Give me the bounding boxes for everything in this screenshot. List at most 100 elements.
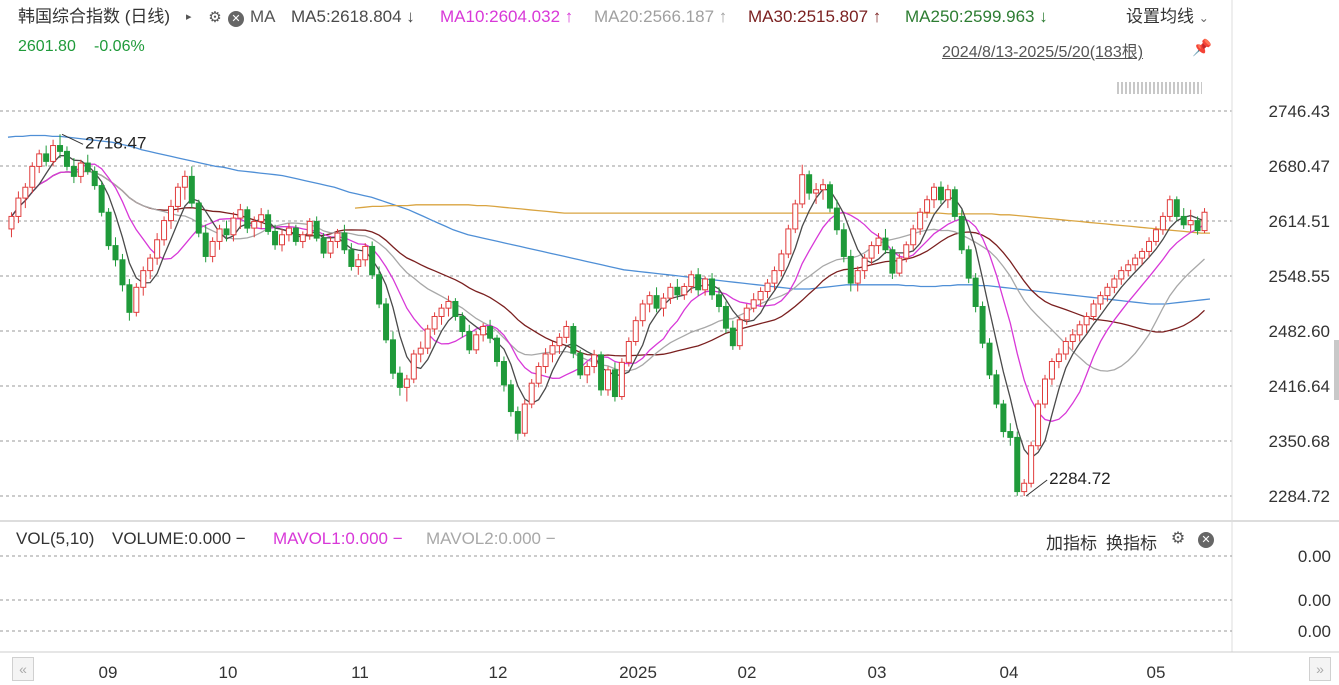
candle-up (903, 244, 910, 259)
candle-down (1007, 431, 1014, 438)
candle-down (986, 342, 993, 376)
candle-down (979, 305, 986, 344)
candle-down (383, 303, 390, 341)
candle-up (1111, 278, 1118, 288)
ma-close-icon[interactable]: ✕ (228, 6, 244, 28)
candle-up (618, 361, 625, 398)
candle-down (494, 337, 501, 363)
candle-up (792, 203, 799, 230)
candle-up (237, 209, 244, 219)
candle-up (591, 354, 598, 368)
candle-up (480, 325, 487, 336)
candle-up (417, 347, 424, 355)
candle-down (958, 215, 965, 251)
candle-down (98, 185, 105, 213)
candle-up (660, 297, 667, 309)
x-tick-label: 10 (219, 663, 238, 682)
candle-up (1125, 264, 1132, 272)
y-tick-label: 2416.64 (1269, 377, 1330, 396)
ma-settings-button[interactable]: 设置均线 ⌄ (1126, 6, 1209, 28)
ma10-value: MA10:2604.032 ↑ (440, 7, 574, 26)
candle-up (605, 369, 611, 391)
candle-down (611, 369, 618, 398)
candle-up (757, 290, 764, 301)
candle-down (882, 237, 889, 251)
candle-up (285, 227, 292, 236)
candle-down (348, 249, 355, 267)
candle-up (625, 341, 632, 363)
add-indicator-button[interactable]: 加指标 (1046, 534, 1097, 553)
ma10-line (10, 163, 1205, 422)
candle-down (272, 230, 279, 246)
candle-down (500, 361, 507, 386)
ma5-value: MA5:2618.804 ↓ (291, 7, 415, 26)
annotation-label: 2718.47 (85, 133, 146, 152)
candle-down (84, 162, 91, 172)
candle-down (341, 232, 348, 251)
candle-down (1000, 403, 1007, 433)
candle-up (1104, 286, 1111, 297)
candle-up (799, 174, 806, 205)
y-tick-label: 2284.72 (1269, 487, 1330, 506)
candle-up (688, 274, 695, 287)
candle-up (362, 245, 369, 261)
ma250-value: MA250:2599.963 ↓ (905, 7, 1048, 26)
price-change: -0.06% (94, 38, 145, 55)
candle-up (50, 145, 57, 162)
candle-up (1139, 250, 1146, 259)
candle-up (431, 315, 438, 330)
candle-up (563, 325, 570, 338)
candle-down (653, 295, 660, 309)
candle-up (209, 240, 216, 257)
candle-up (258, 214, 265, 222)
candle-down (112, 245, 119, 261)
candle-up (168, 205, 175, 222)
candle-up (924, 199, 931, 213)
ma250-line (354, 204, 1210, 234)
candle-down (889, 249, 896, 274)
candle-up (868, 245, 875, 259)
candle-up (278, 234, 285, 246)
candle-up (944, 189, 951, 201)
last-price: 2601.80 (18, 38, 76, 55)
switch-indicator-button[interactable]: 换指标 (1106, 534, 1157, 553)
ma-settings-gear-icon[interactable]: ⚙ (208, 9, 222, 26)
indicator-settings-gear-icon[interactable]: ⚙ (1170, 530, 1186, 547)
pin-icon[interactable]: 📌 (1192, 40, 1212, 57)
candle-down (292, 227, 299, 242)
candle-up (1035, 403, 1042, 447)
volume-panel-title: VOL(5,10) (16, 529, 95, 548)
mavol2-value: MAVOL2:0.000 − (426, 529, 556, 548)
candle-down (396, 372, 403, 388)
candle-down (709, 278, 716, 296)
candle-up (22, 186, 29, 199)
candle-up (161, 220, 168, 241)
candle-up (771, 270, 778, 284)
date-range[interactable]: 2024/8/13-2025/5/20(183根) (942, 44, 1144, 61)
candle-up (230, 217, 237, 236)
candle-up (154, 239, 161, 259)
annotation-arrow (61, 133, 84, 145)
candle-up (1062, 341, 1069, 355)
candle-down (840, 229, 847, 257)
candle-up (535, 366, 542, 384)
scroll-handle-icon[interactable] (1117, 82, 1202, 94)
expand-arrow-icon[interactable]: ▸ (186, 11, 192, 23)
candle-up (681, 285, 688, 296)
candle-up (861, 257, 868, 272)
scroll-right-button[interactable]: » (1309, 657, 1331, 681)
scroll-left-button[interactable]: « (12, 657, 34, 681)
candle-up (299, 234, 306, 242)
right-scrollbar[interactable] (1334, 340, 1339, 400)
candle-up (1028, 445, 1035, 484)
candle-down (43, 153, 50, 162)
candle-up (1146, 240, 1153, 252)
ma-label: MA (250, 7, 276, 26)
candle-up (1166, 199, 1173, 217)
volume-tick-3: 0.00 (1297, 622, 1331, 641)
candle-up (77, 162, 84, 177)
x-tick-label: 03 (868, 663, 887, 682)
indicator-close-icon[interactable]: ✕ (1198, 530, 1214, 548)
candle-up (854, 270, 861, 284)
